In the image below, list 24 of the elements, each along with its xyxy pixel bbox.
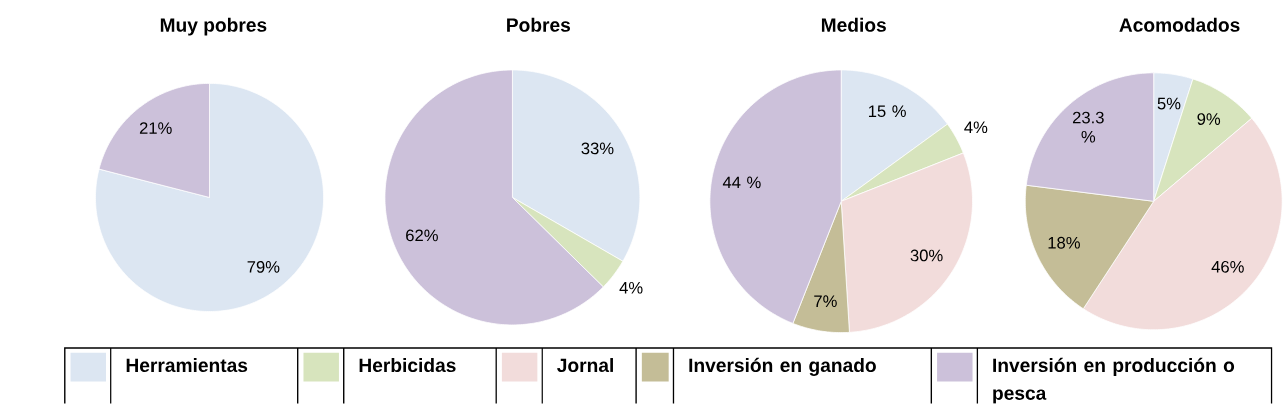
legend-label: Jornal — [557, 358, 613, 373]
data-label: 18% — [1048, 237, 1080, 249]
data-label: 33% — [581, 142, 614, 155]
data-label: 7% — [814, 295, 837, 308]
data-label: 23.3 % — [1072, 111, 1104, 143]
data-label: 44 % — [722, 176, 761, 189]
legend-label: Herbicidas — [359, 358, 456, 373]
chart-title: Pobres — [507, 17, 571, 33]
data-label: 9% — [1197, 113, 1221, 126]
chart-title: Acomodados — [1119, 17, 1240, 33]
data-label: 5% — [1157, 97, 1181, 110]
legend-label: Herramientas — [126, 358, 248, 373]
data-label: 4% — [619, 282, 643, 294]
chart-title: Medios — [821, 17, 886, 33]
data-label: 4% — [964, 121, 988, 134]
data-label: 79% — [247, 261, 280, 273]
legend-label: Inversión en ganado — [689, 358, 876, 377]
chart-title: Muy pobres — [160, 17, 267, 36]
data-label: 15 % — [869, 105, 906, 118]
data-label: 21% — [139, 122, 172, 135]
legend-label: Inversión en producción o pesca — [993, 358, 1235, 404]
data-label: 46% — [1211, 261, 1244, 273]
data-label: 30% — [910, 249, 943, 262]
data-label: 62% — [406, 229, 438, 242]
